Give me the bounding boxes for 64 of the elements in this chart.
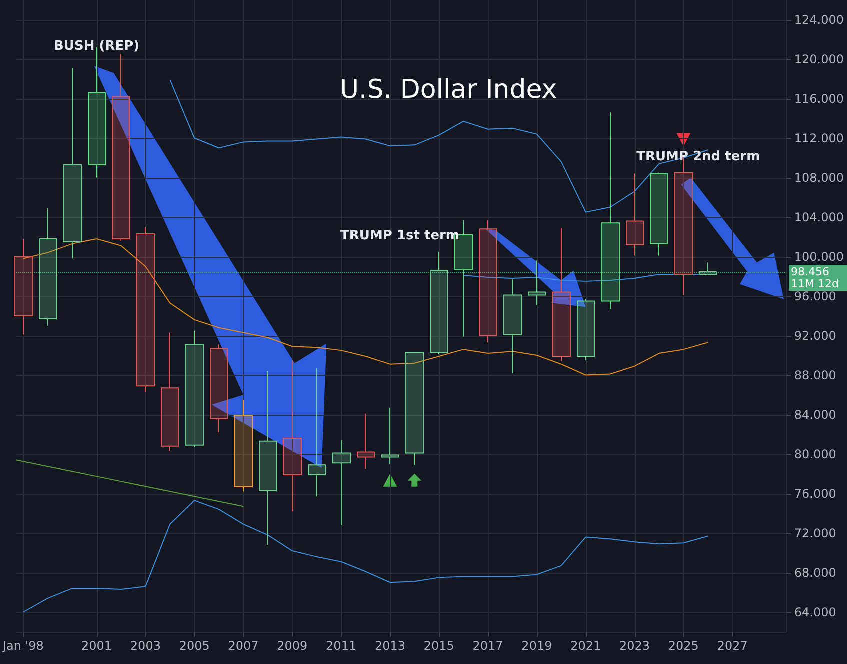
y-tick-label: 112.000 bbox=[794, 131, 844, 146]
candlestick bbox=[332, 440, 351, 526]
x-tick-label: 2019 bbox=[522, 639, 552, 653]
candlestick bbox=[601, 112, 620, 310]
line-series bbox=[22, 500, 709, 613]
candlestick bbox=[185, 330, 204, 448]
candlestick bbox=[161, 332, 179, 452]
y-tick-label: 80.000 bbox=[794, 447, 836, 462]
y-tick-label: 108.000 bbox=[794, 170, 844, 185]
x-tick-label: 2017 bbox=[472, 639, 504, 653]
y-tick-label: 64.000 bbox=[794, 605, 836, 620]
x-tick-label: 2001 bbox=[82, 639, 112, 653]
candlestick bbox=[63, 68, 82, 260]
x-tick-label: 2027 bbox=[717, 639, 748, 653]
x-tick-label: 2023 bbox=[619, 639, 650, 653]
x-tick-label: 2003 bbox=[130, 639, 161, 653]
y-tick-label: 72.000 bbox=[794, 526, 836, 540]
y-tick-label: 68.000 bbox=[794, 566, 836, 580]
candlestick bbox=[381, 407, 399, 465]
candlestick bbox=[39, 208, 57, 326]
ref-line-label: 98.456 11M 12d bbox=[791, 265, 839, 290]
candlestick bbox=[259, 370, 277, 546]
x-tick-label: 2013 bbox=[374, 639, 406, 653]
y-tick-label: 124.000 bbox=[794, 12, 844, 27]
candlestick bbox=[234, 399, 253, 492]
candlestick bbox=[283, 360, 302, 512]
candlestick bbox=[650, 172, 668, 256]
y-tick-label: 104.000 bbox=[794, 210, 844, 224]
candlestick bbox=[479, 220, 497, 344]
x-tick-label: 2011 bbox=[326, 639, 357, 653]
x-tick-label: Jan '98 bbox=[2, 639, 44, 653]
annotation: BUSH (REP) bbox=[54, 38, 140, 54]
candlestick bbox=[210, 344, 228, 434]
y-tick-label: 100.000 bbox=[794, 250, 844, 264]
candlestick bbox=[357, 413, 375, 470]
candlestick bbox=[308, 368, 326, 498]
y-tick-label: 76.000 bbox=[794, 486, 836, 501]
x-tick-label: 2007 bbox=[228, 639, 259, 653]
candlestick bbox=[136, 226, 155, 393]
candlestick bbox=[577, 298, 595, 361]
candlestick bbox=[430, 251, 448, 356]
x-tick-label: 2025 bbox=[668, 639, 699, 653]
candlestick bbox=[405, 352, 424, 466]
x-tick-label: 2021 bbox=[570, 639, 602, 653]
y-tick-label: 120.000 bbox=[794, 52, 844, 66]
candlestick bbox=[112, 54, 130, 242]
annotation: TRUMP 2nd term bbox=[636, 150, 760, 165]
y-tick-label: 92.000 bbox=[794, 328, 836, 343]
x-tick-label: 2015 bbox=[424, 639, 454, 653]
y-tick-label: 116.000 bbox=[794, 92, 844, 106]
candlestick bbox=[14, 238, 33, 336]
candlestick bbox=[699, 262, 717, 276]
candlestick bbox=[503, 278, 522, 374]
line-series bbox=[22, 238, 709, 376]
y-tick-label: 84.000 bbox=[794, 408, 836, 422]
candlestick bbox=[552, 228, 571, 362]
x-tick-label: 2005 bbox=[179, 639, 210, 653]
y-tick-label: 96.000 bbox=[794, 289, 836, 304]
annotation: TRUMP 1st term bbox=[340, 228, 460, 244]
x-tick-label: 2009 bbox=[277, 639, 308, 653]
candlestick bbox=[626, 173, 644, 256]
candlestick bbox=[528, 260, 546, 306]
text: U.S. Dollar Index bbox=[340, 75, 558, 105]
y-tick-label: 88.000 bbox=[794, 368, 836, 382]
